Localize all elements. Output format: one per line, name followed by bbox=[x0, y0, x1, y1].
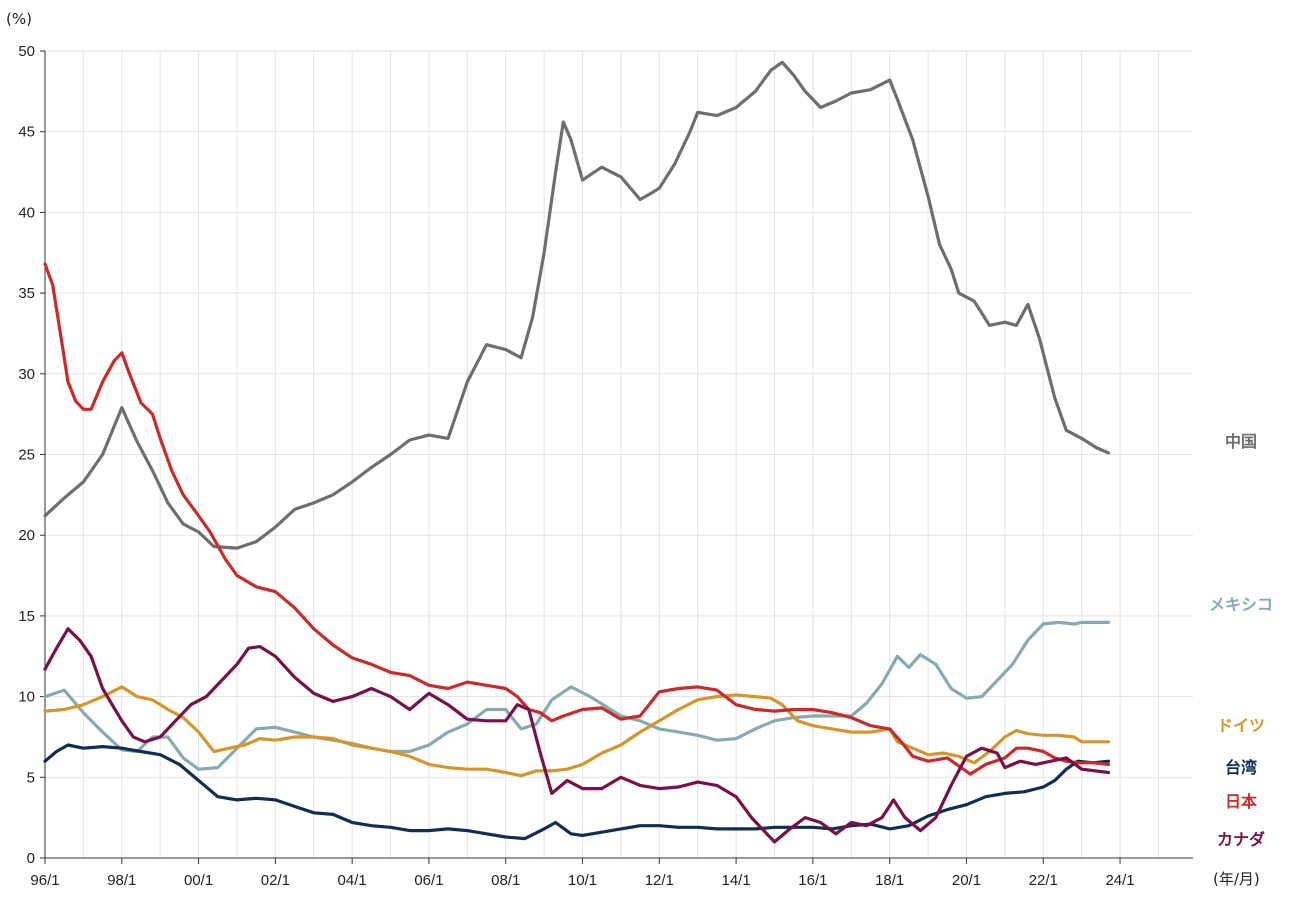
x-tick-label: 04/1 bbox=[338, 872, 367, 889]
y-axis-unit-label: (%) bbox=[6, 10, 32, 28]
series-label: 中国 bbox=[1225, 432, 1257, 451]
x-tick-label: 10/1 bbox=[568, 872, 597, 889]
x-tick-label: 14/1 bbox=[722, 872, 751, 889]
x-tick-label: 96/1 bbox=[30, 872, 59, 889]
x-tick-label: 12/1 bbox=[645, 872, 674, 889]
x-tick-label: 00/1 bbox=[184, 872, 213, 889]
y-tick-label: 40 bbox=[18, 204, 35, 221]
y-tick-label: 45 bbox=[18, 124, 35, 141]
series-label: メキシコ bbox=[1209, 595, 1273, 614]
y-tick-label: 5 bbox=[27, 769, 35, 786]
y-tick-label: 10 bbox=[18, 689, 35, 706]
series-line-2 bbox=[43, 685, 1111, 778]
x-tick-label: 98/1 bbox=[107, 872, 136, 889]
series-line-0 bbox=[43, 60, 1111, 550]
axes bbox=[44, 51, 1193, 859]
series-line-5 bbox=[43, 627, 1111, 844]
series-line-1 bbox=[43, 620, 1111, 771]
x-tick-label: 24/1 bbox=[1105, 872, 1134, 889]
x-tick-labels: 96/1 98/1 00/1 02/1 04/1 06/1 08/1 10/1 12/1 14/1… bbox=[30, 872, 1134, 889]
x-axis-unit-label: (年/月) bbox=[1213, 870, 1260, 888]
series-line-4 bbox=[43, 262, 1111, 776]
y-tick-label: 50 bbox=[18, 43, 35, 60]
y-tick-label: 20 bbox=[18, 527, 35, 544]
x-tick-label: 20/1 bbox=[952, 872, 981, 889]
x-tick-label: 16/1 bbox=[798, 872, 827, 889]
series-line-3 bbox=[43, 743, 1111, 841]
x-tick-label: 02/1 bbox=[261, 872, 290, 889]
x-tick-label: 22/1 bbox=[1029, 872, 1058, 889]
series-label: 日本 bbox=[1225, 792, 1257, 811]
series-label: 台湾 bbox=[1225, 758, 1257, 777]
series-lines bbox=[43, 60, 1111, 844]
y-tick-label: 0 bbox=[27, 850, 35, 867]
y-tick-labels: 0 5 10 15 20 25 30 35 40 45 50 bbox=[18, 43, 35, 867]
y-tick-label: 35 bbox=[18, 285, 35, 302]
x-tick-label: 18/1 bbox=[875, 872, 904, 889]
series-label: ドイツ bbox=[1217, 716, 1265, 735]
x-tick-label: 06/1 bbox=[414, 872, 443, 889]
y-tick-label: 25 bbox=[18, 447, 35, 464]
y-tick-label: 30 bbox=[18, 366, 35, 383]
x-tick-label: 08/1 bbox=[491, 872, 520, 889]
series-label: カナダ bbox=[1217, 830, 1265, 849]
y-tick-label: 15 bbox=[18, 608, 35, 625]
